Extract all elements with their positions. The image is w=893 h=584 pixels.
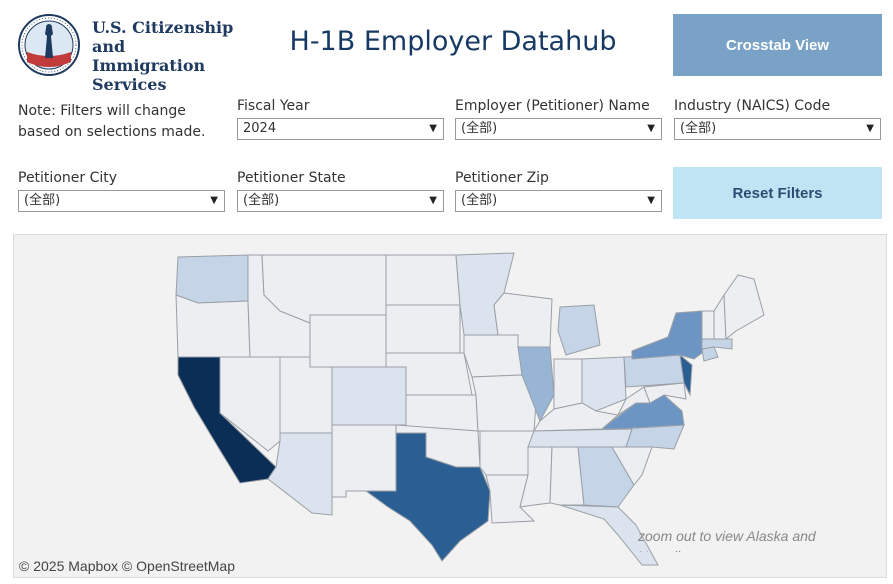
select-value: (全部)	[461, 121, 498, 136]
select-value: (全部)	[24, 193, 61, 208]
chevron-down-icon: ▼	[866, 123, 874, 134]
state-massachusetts[interactable]	[701, 338, 733, 350]
filter-label: Industry (NAICS) Code	[674, 98, 831, 114]
state-vermont[interactable]	[701, 310, 715, 340]
state-wyoming[interactable]	[309, 314, 387, 368]
filter-fiscal-year: Fiscal Year 2024 ▼	[237, 97, 444, 140]
agency-line-1: U.S. Citizenship	[92, 18, 234, 37]
state-florida[interactable]	[559, 504, 659, 566]
uscis-seal-icon	[18, 14, 80, 76]
state-kansas[interactable]	[405, 394, 479, 432]
state-new-mexico[interactable]	[331, 424, 397, 498]
state-north-dakota[interactable]	[385, 254, 461, 306]
state-tennessee[interactable]	[527, 428, 633, 448]
page-title: H-1B Employer Datahub	[289, 26, 617, 57]
state-illinois[interactable]	[517, 346, 555, 423]
filter-industry-code: Industry (NAICS) Code (全部) ▼	[674, 97, 881, 140]
select-value: (全部)	[680, 121, 717, 136]
chevron-down-icon: ▼	[429, 195, 437, 206]
state-pennsylvania[interactable]	[623, 354, 685, 388]
zoom-out-hint: zoom out to view Alaska and Hawaii	[638, 528, 816, 552]
us-state-map[interactable]: zoom out to view Alaska and Hawaii © 202…	[13, 234, 887, 578]
state-indiana[interactable]	[553, 358, 583, 410]
employer-name-select[interactable]: (全部) ▼	[455, 118, 662, 140]
state-new-york[interactable]	[631, 310, 711, 360]
state-maryland[interactable]	[643, 382, 687, 404]
select-value: 2024	[243, 121, 277, 136]
chevron-down-icon: ▼	[429, 123, 437, 134]
filter-employer-name: Employer (Petitioner) Name (全部) ▼	[455, 97, 662, 140]
map-canvas	[175, 252, 765, 566]
industry-code-select[interactable]: (全部) ▼	[674, 118, 881, 140]
state-south-dakota[interactable]	[385, 304, 461, 354]
state-north-carolina[interactable]	[612, 424, 685, 450]
select-value: (全部)	[461, 193, 498, 208]
agency-line-3: Services	[92, 75, 167, 94]
chevron-down-icon: ▼	[210, 195, 218, 206]
state-utah[interactable]	[279, 356, 333, 434]
state-oregon[interactable]	[175, 294, 251, 358]
uscis-logo: U.S. Citizenship and Immigration Service…	[18, 14, 238, 94]
state-maine[interactable]	[723, 274, 765, 341]
filter-label: Petitioner Zip	[455, 170, 549, 186]
filter-label: Petitioner City	[18, 170, 118, 186]
petitioner-city-select[interactable]: (全部) ▼	[18, 190, 225, 212]
filter-petitioner-zip: Petitioner Zip (全部) ▼	[455, 169, 662, 212]
agency-line-2: and Immigration	[92, 37, 206, 75]
filter-label: Petitioner State	[237, 170, 346, 186]
agency-name: U.S. Citizenship and Immigration Service…	[92, 18, 238, 94]
petitioner-state-select[interactable]: (全部) ▼	[237, 190, 444, 212]
petitioner-zip-select[interactable]: (全部) ▼	[455, 190, 662, 212]
fiscal-year-select[interactable]: 2024 ▼	[237, 118, 444, 140]
filter-petitioner-state: Petitioner State (全部) ▼	[237, 169, 444, 212]
filter-label: Fiscal Year	[237, 98, 310, 114]
filter-note: Note: Filters will change based on selec…	[18, 103, 206, 140]
state-new-jersey[interactable]	[679, 353, 693, 397]
state-ohio[interactable]	[581, 356, 627, 412]
reset-filters-button[interactable]: Reset Filters	[673, 167, 882, 219]
chevron-down-icon: ▼	[647, 123, 655, 134]
state-michigan[interactable]	[557, 304, 601, 356]
state-georgia[interactable]	[577, 446, 635, 508]
crosstab-view-button[interactable]: Crosstab View	[673, 14, 882, 76]
select-value: (全部)	[243, 193, 280, 208]
filter-label: Employer (Petitioner) Name	[455, 98, 650, 114]
state-iowa[interactable]	[463, 334, 523, 378]
map-attribution[interactable]: © 2025 Mapbox © OpenStreetMap	[19, 558, 235, 574]
state-washington[interactable]	[175, 254, 249, 304]
state-arizona[interactable]	[267, 432, 333, 516]
state-wisconsin[interactable]	[493, 292, 553, 348]
state-colorado[interactable]	[331, 366, 407, 426]
filter-petitioner-city: Petitioner City (全部) ▼	[18, 169, 225, 212]
state-texas[interactable]	[364, 432, 491, 562]
state-arkansas[interactable]	[479, 430, 535, 476]
chevron-down-icon: ▼	[647, 195, 655, 206]
